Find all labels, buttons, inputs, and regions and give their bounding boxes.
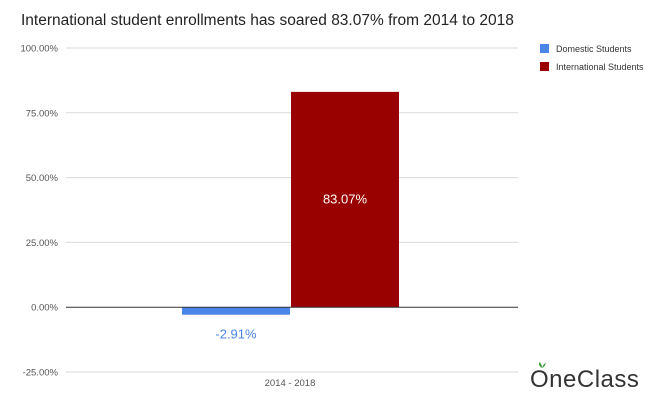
y-tick-label: 75.00% (26, 108, 59, 119)
y-tick-label: 50.00% (26, 173, 59, 184)
y-tick-label: 0.00% (31, 303, 58, 314)
legend-label: International Students (556, 62, 644, 72)
data-label: -2.91% (215, 327, 257, 342)
x-tick-label: 2014 - 2018 (265, 378, 316, 389)
legend-swatch (540, 62, 549, 71)
legend-swatch (540, 44, 549, 53)
chart-title: International student enrollments has so… (21, 12, 514, 29)
legend-label: Domestic Students (556, 44, 632, 54)
bar-domestic-students (182, 307, 290, 315)
data-label: 83.07% (323, 192, 368, 207)
y-tick-label: 100.00% (20, 44, 58, 55)
leaf-icon (538, 362, 546, 368)
y-tick-label: 25.00% (26, 238, 59, 249)
oneclass-logo: OneClass (530, 366, 640, 393)
y-tick-label: -25.00% (23, 368, 59, 379)
bar-international-students (291, 91, 399, 308)
